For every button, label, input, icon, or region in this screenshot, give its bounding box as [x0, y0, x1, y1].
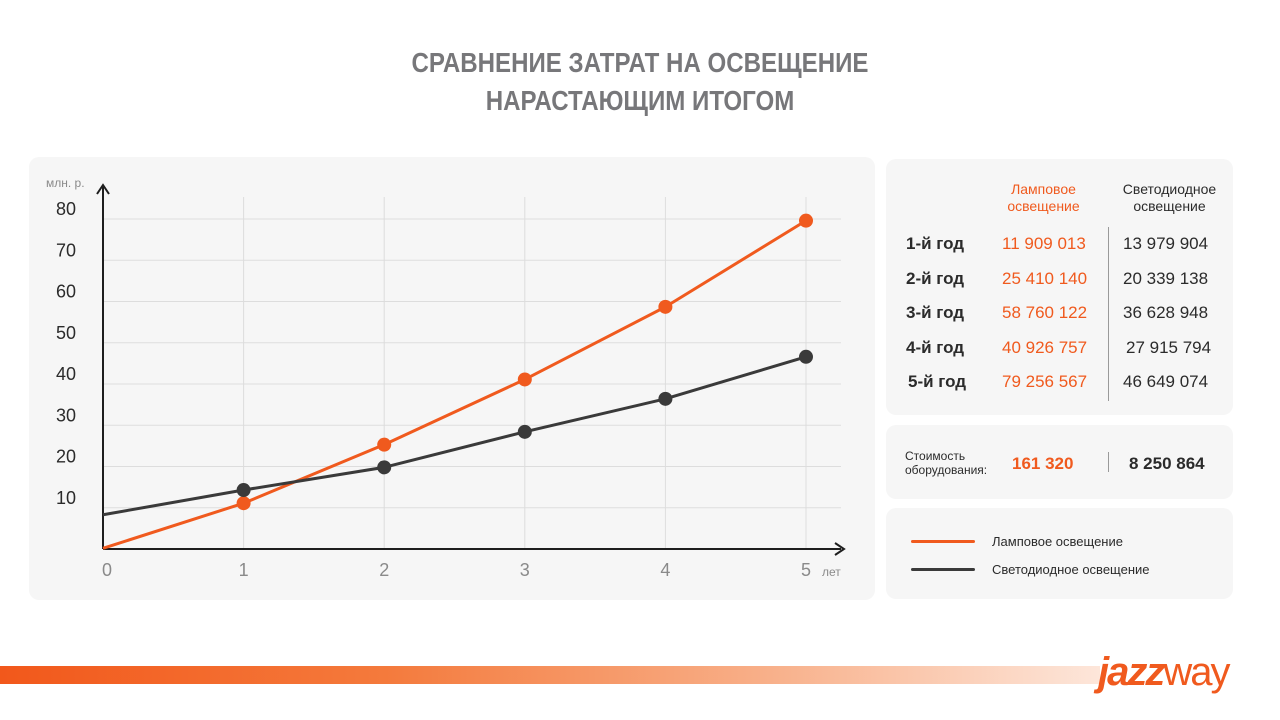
x-tick-label: 2 [379, 560, 389, 580]
col-header-led: Светодиодное освещение [1122, 181, 1217, 214]
brand-logo-part1: jazz [1098, 650, 1165, 694]
row-label: 2-й год [906, 269, 965, 288]
data-point-lamp [799, 213, 813, 228]
row-label: 1-й год [906, 234, 965, 253]
lamp-value: 79 256 567 [1002, 372, 1088, 391]
data-point-led [377, 460, 392, 475]
led-value: 46 649 074 [1123, 372, 1209, 391]
data-point-lamp [236, 496, 251, 511]
legend: Ламповое освещение Светодиодное освещени… [886, 508, 1233, 599]
col-header-lamp: Ламповое освещение [1007, 181, 1080, 214]
x-tick-label: 0 [102, 560, 112, 580]
y-tick-label: 60 [56, 282, 76, 302]
row-label: 3-й год [906, 303, 965, 322]
led-value: 27 915 794 [1126, 338, 1212, 357]
led-value: 13 979 904 [1123, 234, 1209, 253]
data-point-lamp [377, 437, 392, 452]
legend-swatch-led [911, 568, 975, 571]
x-axis-arrow [834, 542, 846, 556]
legend-label-led: Светодиодное освещение [992, 562, 1150, 577]
line-chart: 10 20 30 40 50 60 70 80 0 1 2 3 4 5 млн. р. лет [46, 176, 846, 580]
led-value: 20 339 138 [1123, 269, 1209, 288]
equipment-cost-panel: Стоимость оборудования: 161 320 8 250 86… [886, 425, 1233, 499]
data-point-led [517, 424, 532, 439]
brand-logo-part2: way [1163, 650, 1230, 694]
series-line-led [102, 355, 807, 517]
equipment-cost-label: Стоимость оборудования: [905, 449, 988, 477]
data-point-lamp [517, 372, 532, 387]
series-line-lamp [102, 219, 807, 550]
brand-logo: jazzway [1098, 648, 1231, 696]
lamp-value: 25 410 140 [1002, 269, 1088, 288]
y-tick-label: 20 [56, 447, 76, 467]
lamp-value: 58 760 122 [1002, 303, 1088, 322]
y-tick-label: 50 [56, 323, 76, 343]
x-axis-label: лет [822, 565, 841, 579]
y-tick-label: 30 [56, 405, 76, 425]
y-tick-label: 80 [56, 199, 76, 219]
y-axis-label: млн. р. [46, 176, 85, 190]
cost-divider [1108, 452, 1109, 472]
led-value: 36 628 948 [1123, 303, 1209, 322]
y-tick-label: 70 [56, 240, 76, 260]
y-tick-label: 10 [56, 488, 76, 508]
title-line-2: НАРАСТАЮЩИМ ИТОГОМ [485, 85, 795, 116]
lamp-value: 11 909 013 [1002, 234, 1086, 253]
legend-label-lamp: Ламповое освещение [992, 534, 1123, 549]
chart-panel: 10 20 30 40 50 60 70 80 0 1 2 3 4 5 млн. р. лет [29, 157, 875, 600]
footer-gradient-bar [0, 666, 1100, 684]
y-tick-label: 40 [56, 364, 76, 384]
lamp-value: 40 926 757 [1002, 338, 1088, 357]
equipment-cost-led: 8 250 864 [1129, 454, 1205, 473]
data-point-led [236, 483, 251, 498]
x-tick-label: 4 [660, 560, 670, 580]
legend-swatch-lamp [911, 540, 975, 543]
data-point-lamp [658, 299, 673, 314]
equipment-cost-lamp: 161 320 [1012, 454, 1074, 473]
x-tick-label: 3 [520, 560, 530, 580]
page-title: СРАВНЕНИЕ ЗАТРАТ НА ОСВЕЩЕНИЕ НАРАСТАЮЩИ… [90, 44, 1191, 120]
row-label: 4-й год [906, 338, 965, 357]
data-point-led [658, 391, 673, 406]
table-divider [1108, 227, 1109, 401]
data-point-led [799, 349, 813, 364]
title-line-1: СРАВНЕНИЕ ЗАТРАТ НА ОСВЕЩЕНИЕ [411, 47, 869, 78]
row-label: 5-й год [908, 372, 967, 391]
x-tick-label: 5 [801, 560, 811, 580]
y-axis-arrow [96, 183, 110, 195]
x-tick-label: 1 [239, 560, 249, 580]
cost-table: Ламповое освещение Светодиодное освещени… [886, 159, 1233, 415]
